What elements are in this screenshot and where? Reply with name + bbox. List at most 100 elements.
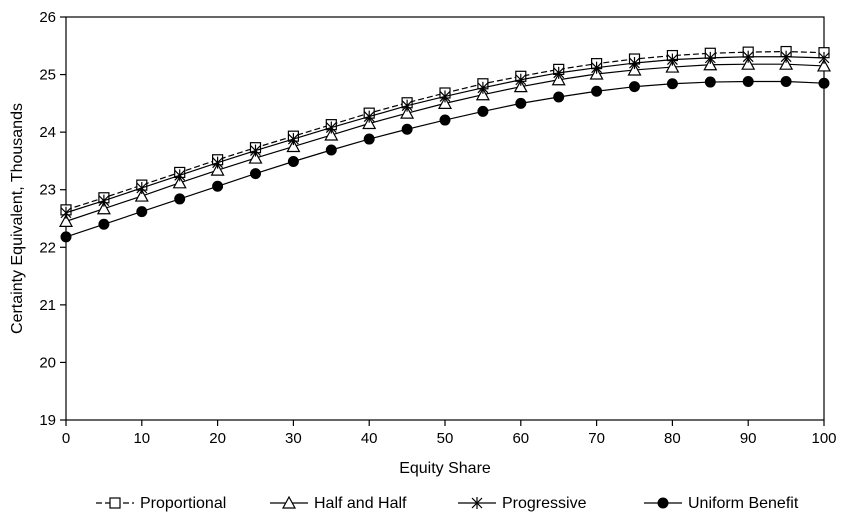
y-tick-label: 19 (39, 412, 56, 429)
legend-item-uniform-benefit: Uniform Benefit (644, 495, 799, 512)
data-point-uniform-benefit (553, 91, 565, 103)
y-tick-label: 23 (39, 182, 56, 199)
data-point-uniform-benefit (325, 144, 337, 156)
data-point-half-and-half (703, 57, 718, 71)
series-progressive (60, 50, 830, 219)
legend-item-proportional: Proportional (96, 495, 226, 512)
data-point-half-and-half (96, 201, 111, 215)
data-point-half-and-half (134, 188, 149, 202)
data-point-half-and-half (324, 127, 339, 141)
x-axis: 0 10 20 30 40 50 60 70 80 90 100 (62, 420, 837, 447)
data-point-progressive (818, 51, 830, 64)
data-point-half-and-half (627, 62, 642, 76)
data-point-progressive (742, 50, 754, 63)
data-point-progressive (629, 57, 640, 70)
data-point-uniform-benefit (629, 81, 640, 93)
data-point-uniform-benefit (363, 133, 375, 145)
data-point-uniform-benefit (780, 75, 792, 87)
data-point-half-and-half (513, 79, 528, 93)
series-uniform-benefit (60, 75, 830, 243)
data-point-half-and-half (172, 175, 187, 189)
data-point-uniform-benefit (477, 105, 489, 117)
data-point-progressive (704, 51, 716, 64)
x-tick-label: 60 (512, 430, 529, 447)
y-tick-label: 20 (39, 354, 56, 371)
y-axis: 19 20 21 22 23 24 25 26 (39, 9, 66, 429)
data-point-uniform-benefit (818, 77, 830, 89)
data-point-uniform-benefit (98, 218, 110, 230)
legend-item-progressive: Progressive (458, 495, 587, 512)
data-point-half-and-half (816, 58, 832, 72)
x-tick-label: 40 (361, 430, 378, 447)
data-point-progressive (553, 66, 565, 79)
data-point-uniform-benefit (439, 114, 451, 126)
data-point-progressive (60, 206, 72, 219)
series-layer (58, 45, 832, 243)
data-point-progressive (98, 194, 110, 207)
data-point-progressive (174, 169, 186, 182)
y-tick-label: 24 (39, 124, 56, 141)
data-point-uniform-benefit (515, 97, 527, 109)
legend-label: Half and Half (314, 495, 407, 512)
legend-marker (471, 497, 483, 509)
legend-marker (657, 497, 669, 509)
data-point-half-and-half (400, 105, 415, 119)
data-point-uniform-benefit (287, 156, 299, 168)
data-point-progressive (666, 53, 678, 66)
x-tick-label: 90 (740, 430, 757, 447)
data-point-half-and-half (58, 214, 74, 227)
x-tick-label: 0 (62, 430, 70, 447)
x-tick-label: 50 (437, 430, 454, 447)
data-point-half-and-half (248, 150, 263, 164)
data-point-half-and-half (210, 162, 225, 176)
data-point-uniform-benefit (742, 75, 754, 87)
x-tick-label: 10 (133, 430, 150, 447)
data-point-progressive (591, 61, 603, 74)
data-point-progressive (136, 181, 148, 194)
x-tick-label: 100 (811, 430, 836, 447)
data-point-uniform-benefit (401, 123, 413, 135)
data-point-progressive (780, 50, 792, 63)
series-half-and-half (58, 56, 832, 227)
data-point-progressive (515, 73, 527, 86)
y-tick-label: 26 (39, 9, 56, 26)
y-axis-title: Certainty Equivalent, Thousands (9, 103, 26, 334)
data-point-progressive (325, 121, 337, 134)
data-point-half-and-half (551, 72, 566, 86)
x-axis-title: Equity Share (399, 460, 491, 477)
data-point-uniform-benefit (212, 180, 224, 192)
data-point-progressive (250, 144, 261, 157)
data-point-progressive (439, 90, 451, 103)
x-tick-label: 30 (285, 430, 302, 447)
legend-marker (109, 497, 121, 509)
x-tick-label: 70 (588, 430, 605, 447)
data-point-half-and-half (665, 59, 680, 73)
data-point-uniform-benefit (591, 85, 603, 97)
data-point-uniform-benefit (174, 193, 186, 205)
y-tick-label: 22 (39, 239, 56, 256)
series-proportional (60, 45, 830, 216)
data-point-uniform-benefit (60, 231, 72, 243)
data-point-half-and-half (741, 56, 756, 70)
legend-marker (281, 495, 297, 509)
legend: Proportional Half and Half Progressive Unif… (96, 495, 799, 512)
data-point-progressive (401, 99, 413, 112)
x-tick-label: 20 (209, 430, 226, 447)
data-point-half-and-half (475, 87, 490, 101)
data-point-half-and-half (779, 56, 794, 70)
data-point-progressive (212, 156, 224, 169)
legend-label: Proportional (140, 495, 226, 512)
data-point-progressive (363, 110, 375, 123)
y-tick-label: 21 (39, 297, 56, 314)
legend-item-half-and-half: Half and Half (270, 495, 407, 512)
data-point-uniform-benefit (136, 206, 148, 218)
data-point-uniform-benefit (704, 76, 716, 88)
data-point-uniform-benefit (666, 78, 678, 90)
x-tick-label: 80 (664, 430, 681, 447)
data-point-uniform-benefit (250, 168, 261, 180)
data-point-half-and-half (362, 116, 377, 130)
data-point-half-and-half (286, 139, 301, 153)
legend-label: Uniform Benefit (688, 495, 799, 512)
data-point-progressive (287, 133, 299, 146)
